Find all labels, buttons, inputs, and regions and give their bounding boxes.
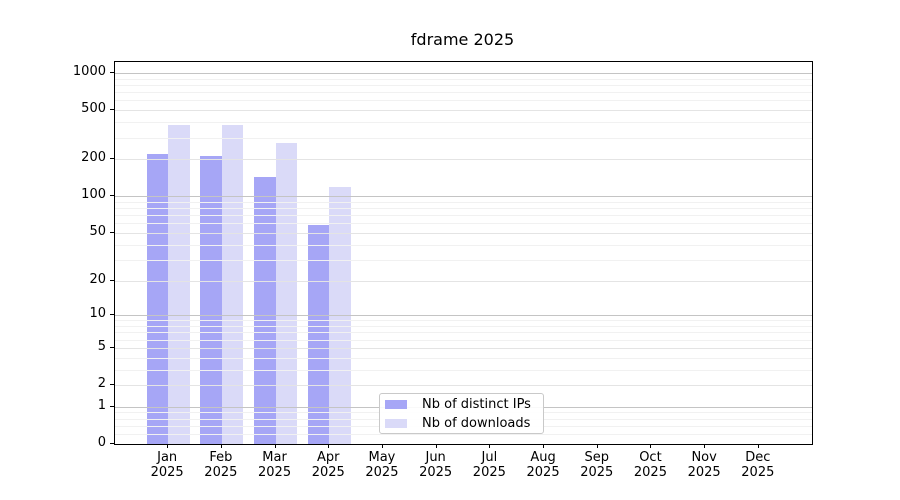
- y-tick-label: 500: [81, 101, 106, 117]
- y-gridline-minor: [115, 201, 812, 203]
- y-gridline-minor: [115, 332, 812, 334]
- y-gridline-minor: [115, 223, 812, 225]
- x-tick-mark: [220, 444, 222, 448]
- x-tick-label: Mar 2025: [258, 450, 292, 480]
- x-tick-mark: [274, 444, 276, 448]
- y-tick-mark: [110, 384, 115, 385]
- y-tick-mark: [110, 158, 115, 160]
- legend-label: Nb of downloads: [422, 416, 531, 431]
- x-tick-label: Dec 2025: [741, 450, 775, 480]
- y-tick-label: 20: [89, 271, 106, 287]
- y-tick-label: 0: [97, 435, 106, 450]
- y-gridline-minor: [115, 122, 812, 124]
- legend-item: Nb of distinct IPs: [380, 397, 543, 412]
- y-gridline-minor: [115, 92, 812, 94]
- x-tick-mark: [704, 444, 706, 448]
- y-gridline-minor: [115, 78, 812, 80]
- y-gridline: [115, 315, 812, 317]
- x-tick-mark: [757, 444, 759, 448]
- y-gridline: [115, 110, 812, 112]
- y-gridline: [115, 73, 812, 74]
- bar-downloads-jan: [168, 124, 190, 444]
- y-tick-label: 50: [89, 223, 106, 239]
- legend-swatch: [385, 419, 407, 428]
- y-gridline-minor: [115, 244, 812, 246]
- legend-label: Nb of distinct IPs: [422, 397, 531, 412]
- y-gridline: [115, 385, 812, 386]
- y-gridline-minor: [115, 215, 812, 217]
- y-tick-mark: [110, 72, 115, 73]
- bar-distinct-ips-mar: [254, 177, 276, 444]
- x-tick-label: Nov 2025: [687, 450, 721, 480]
- chart-title: fdrame 2025: [410, 30, 515, 49]
- y-gridline-minor: [115, 320, 812, 322]
- y-tick-label: 5: [97, 338, 106, 354]
- x-tick-mark: [435, 444, 437, 448]
- y-tick-mark: [110, 231, 115, 233]
- y-gridline: [115, 232, 812, 234]
- y-gridline: [115, 347, 812, 349]
- y-tick-label: 10: [89, 306, 106, 322]
- legend-item: Nb of downloads: [380, 416, 543, 431]
- y-tick-mark: [110, 314, 115, 316]
- x-tick-label: May 2025: [365, 450, 399, 480]
- y-gridline-minor: [115, 259, 812, 261]
- y-gridline-minor: [115, 339, 812, 341]
- y-tick-label: 200: [81, 150, 106, 166]
- y-gridline: [115, 280, 812, 282]
- y-tick-label: 2: [97, 376, 106, 391]
- y-tick-mark: [110, 195, 115, 197]
- legend: Nb of distinct IPs Nb of downloads: [379, 393, 544, 434]
- y-tick-mark: [110, 109, 115, 111]
- x-tick-mark: [543, 444, 545, 448]
- bar-downloads-feb: [221, 124, 244, 444]
- x-tick-label: Sep 2025: [580, 450, 614, 480]
- bar-distinct-ips-jan: [146, 154, 169, 444]
- y-tick-mark: [110, 346, 115, 348]
- x-tick-label: Feb 2025: [204, 450, 238, 480]
- x-tick-mark: [381, 444, 383, 448]
- x-tick-label: Jan 2025: [150, 450, 184, 480]
- x-tick-mark: [650, 444, 652, 448]
- legend-swatch: [385, 400, 407, 409]
- y-tick-label: 1000: [72, 64, 106, 79]
- y-gridline-minor: [115, 434, 812, 436]
- x-tick-mark: [489, 444, 491, 448]
- x-tick-mark: [167, 444, 169, 448]
- bar-downloads-mar: [275, 143, 298, 444]
- x-tick-label: Jul 2025: [472, 450, 506, 480]
- y-gridline-minor: [115, 84, 812, 86]
- x-tick-label: Oct 2025: [633, 450, 667, 480]
- x-tick-label: Apr 2025: [311, 450, 345, 480]
- plot-area: [114, 61, 813, 445]
- y-gridline-minor: [115, 369, 812, 371]
- y-gridline-minor: [115, 137, 812, 139]
- y-gridline: [115, 196, 812, 198]
- x-tick-label: Jun 2025: [419, 450, 453, 480]
- y-tick-label: 1: [97, 397, 106, 413]
- y-tick-mark: [110, 443, 115, 444]
- y-tick-mark: [110, 279, 115, 281]
- y-gridline-minor: [115, 357, 812, 359]
- x-tick-mark: [596, 444, 598, 448]
- y-tick-label: 100: [81, 187, 106, 203]
- y-gridline-minor: [115, 208, 812, 210]
- y-gridline: [115, 159, 812, 161]
- y-tick-mark: [110, 405, 115, 407]
- y-gridline-minor: [115, 100, 812, 102]
- bar-distinct-ips-feb: [200, 156, 222, 444]
- x-tick-label: Aug 2025: [526, 450, 560, 480]
- bar-distinct-ips-apr: [307, 225, 330, 444]
- y-gridline-minor: [115, 326, 812, 327]
- x-tick-mark: [328, 444, 330, 448]
